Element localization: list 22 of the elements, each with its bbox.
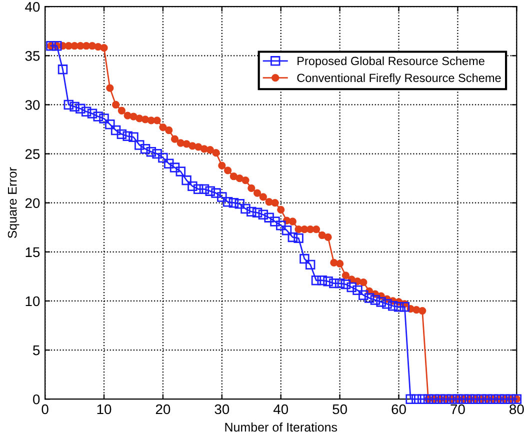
y-tick-label: 5	[33, 346, 40, 356]
y-tick-label: 40	[25, 2, 40, 12]
legend-label: Conventional Firefly Resource Scheme	[297, 73, 501, 84]
y-tick-label: 25	[25, 149, 40, 159]
x-tick-label: 0	[42, 404, 48, 414]
x-axis-title: Number of Iterations	[225, 422, 338, 432]
x-tick-label: 10	[97, 404, 112, 414]
y-tick-label: 30	[25, 100, 40, 110]
y-tick-label: 35	[25, 51, 40, 61]
x-tick-label: 80	[510, 404, 524, 414]
y-tick-label: 10	[26, 296, 40, 306]
x-tick-label: 70	[450, 404, 465, 414]
x-tick-label: 50	[332, 404, 347, 414]
x-tick-label: 30	[214, 404, 230, 414]
x-tick-label: 60	[392, 404, 406, 414]
x-tick-label: 20	[156, 404, 170, 414]
x-tick-label: 40	[273, 404, 288, 414]
y-tick-label: 20	[25, 198, 40, 208]
y-axis-title: Square Error	[8, 167, 20, 238]
y-tick-label: 0	[33, 394, 40, 404]
legend-label: Proposed Global Resource Scheme	[298, 56, 484, 68]
y-tick-label: 15	[26, 247, 40, 258]
